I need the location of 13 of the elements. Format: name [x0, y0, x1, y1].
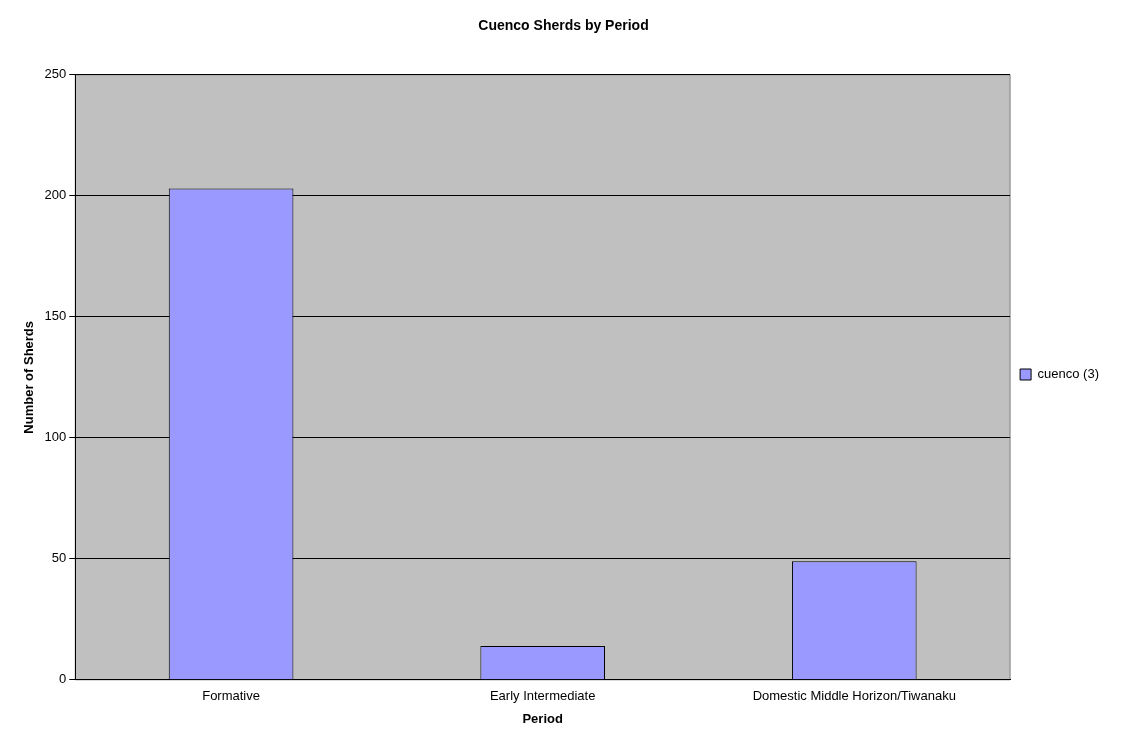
y-tick-label: 200 [44, 187, 67, 203]
y-tick-label: 150 [44, 308, 67, 324]
y-tick-label: 250 [44, 66, 67, 82]
chart-title: Cuenco Sherds by Period [478, 17, 649, 34]
y-tick-label: 50 [51, 550, 67, 566]
x-tick-label: Early Intermediate [489, 688, 596, 704]
y-axis-title: Number of Sherds [21, 320, 37, 434]
y-tick-label: 0 [59, 671, 67, 687]
y-tick-label: 100 [44, 429, 67, 445]
x-axis-title: Period [522, 710, 563, 726]
legend-label: cuenco (3) [1037, 366, 1099, 382]
x-tick-label: Domestic Middle Horizon/Tiwanaku [752, 688, 956, 704]
x-tick-label: Formative [202, 688, 260, 704]
